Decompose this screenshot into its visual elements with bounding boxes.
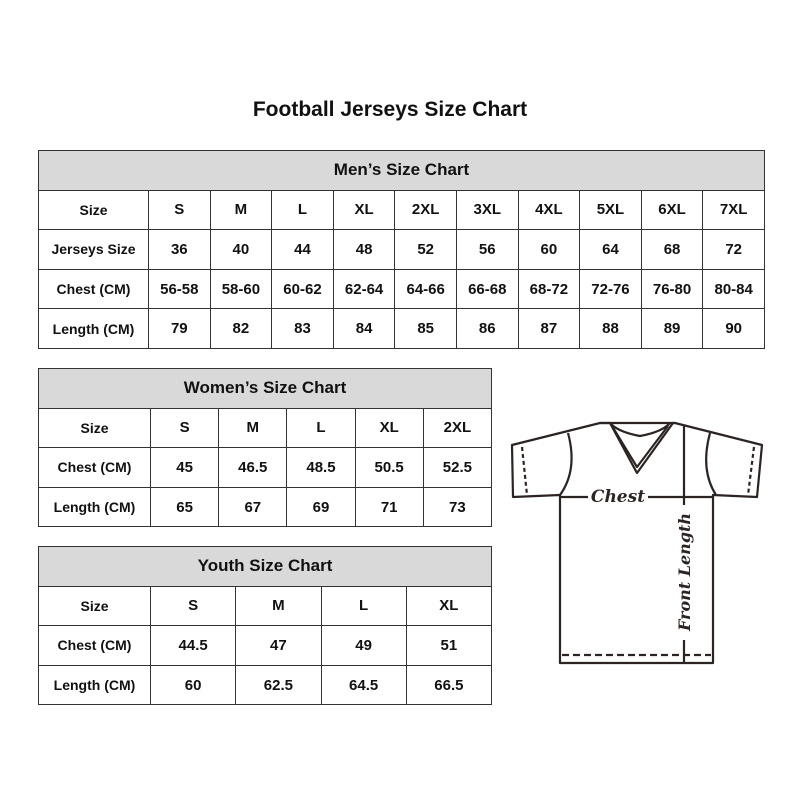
jersey-outline	[510, 421, 764, 665]
table-cell: 73	[422, 486, 493, 528]
table-cell: 44	[271, 229, 334, 270]
table-cell: 90	[702, 308, 765, 349]
table-cell: L	[271, 189, 334, 231]
row-label: Chest (CM)	[38, 447, 151, 488]
table-cell: 48.5	[286, 447, 356, 488]
collar	[600, 421, 675, 469]
table-cell: 48	[332, 229, 396, 270]
table-row: Length (CM) 65 67 69 71 73	[38, 486, 493, 528]
table-cell: 60	[517, 229, 581, 270]
table-cell: 66-68	[455, 268, 519, 310]
table-cell: 60-62	[271, 268, 334, 310]
table-cell: 40	[209, 229, 273, 270]
table-cell: 2XL	[422, 407, 493, 449]
left-cuff-dash	[520, 446, 529, 496]
table-cell: M	[218, 407, 288, 449]
row-label: Size	[38, 189, 149, 231]
table-row: Chest (CM) 44.5 47 49 51	[38, 625, 493, 666]
table-cell: 7XL	[702, 189, 765, 231]
table-cell: 71	[354, 486, 424, 528]
table-row: Size S M L XL 2XL	[38, 407, 493, 449]
table-cell: 66.5	[405, 664, 493, 706]
table-cell: 84	[332, 308, 396, 349]
table-cell: 72-76	[579, 268, 642, 310]
front-length-label: Front Length	[675, 513, 694, 632]
table-row: Jerseys Size 36 40 44 48 52 56 60 64 68 72	[38, 229, 765, 270]
table-cell: S	[149, 407, 220, 449]
table-cell: 44.5	[149, 625, 237, 666]
table-cell: XL	[354, 407, 424, 449]
table-cell: 87	[517, 308, 581, 349]
row-label: Chest (CM)	[38, 625, 151, 666]
table-cell: 62-64	[332, 268, 396, 310]
youth-size-table: Youth Size Chart Size S M L XL Chest (CM) 44.5 4…	[38, 546, 493, 706]
table-cell: 82	[209, 308, 273, 349]
table-cell: XL	[332, 189, 396, 231]
table-cell: 62.5	[235, 664, 322, 706]
table-cell: 80-84	[702, 268, 765, 310]
table-row: Length (CM) 60 62.5 64.5 66.5	[38, 664, 493, 706]
row-label: Length (CM)	[38, 308, 149, 349]
table-cell: 79	[148, 308, 211, 349]
table-cell: 69	[286, 486, 356, 528]
table-row: Size S M L XL	[38, 585, 493, 627]
table-cell: L	[286, 407, 356, 449]
table-cell: 49	[320, 625, 407, 666]
table-cell: 67	[218, 486, 288, 528]
table-cell: 51	[405, 625, 493, 666]
table-row: Size S M L XL 2XL 3XL 4XL 5XL 6XL 7XL	[38, 189, 765, 231]
page-title: Football Jerseys Size Chart	[252, 98, 528, 121]
table-cell: 47	[235, 625, 322, 666]
table-cell: 6XL	[640, 189, 704, 231]
table-cell: 76-80	[640, 268, 704, 310]
table-cell: 85	[394, 308, 457, 349]
table-cell: 52.5	[422, 447, 493, 488]
table-row: Chest (CM) 45 46.5 48.5 50.5 52.5	[38, 447, 493, 488]
mens-size-table: Men’s Size Chart Size S M L XL 2XL 3XL 4XL 5XL 6XL…	[38, 150, 765, 349]
women-caption: Women’s Size Chart	[38, 368, 492, 409]
table-cell: 88	[579, 308, 642, 349]
table-cell: 36	[148, 229, 211, 270]
right-cuff-dash	[746, 446, 756, 496]
table-cell: 64.5	[320, 664, 407, 706]
table-cell: 50.5	[354, 447, 424, 488]
left-sleeve-seam	[559, 432, 573, 496]
table-row: Length (CM) 79 82 83 84 85 86 87 88 89 90	[38, 308, 765, 349]
table-cell: M	[235, 585, 322, 627]
womens-size-table: Women’s Size Chart Size S M L XL 2XL Chest (CM)…	[38, 368, 493, 528]
table-cell: XL	[405, 585, 493, 627]
men-caption: Men’s Size Chart	[38, 150, 765, 191]
row-label: Jerseys Size	[38, 229, 149, 270]
table-cell: 65	[149, 486, 220, 528]
table-cell: 5XL	[579, 189, 642, 231]
table-cell: 56-58	[148, 268, 211, 310]
youth-caption: Youth Size Chart	[38, 546, 492, 587]
right-sleeve-seam	[705, 432, 717, 496]
row-label: Length (CM)	[38, 486, 151, 528]
table-cell: 68	[640, 229, 704, 270]
table-cell: S	[149, 585, 237, 627]
table-cell: 45	[149, 447, 220, 488]
table-cell: 86	[455, 308, 519, 349]
table-cell: 68-72	[517, 268, 581, 310]
chest-label: Chest	[591, 487, 645, 507]
table-cell: 60	[149, 664, 237, 706]
table-cell: L	[320, 585, 407, 627]
row-label: Size	[38, 407, 151, 449]
row-label: Size	[38, 585, 151, 627]
